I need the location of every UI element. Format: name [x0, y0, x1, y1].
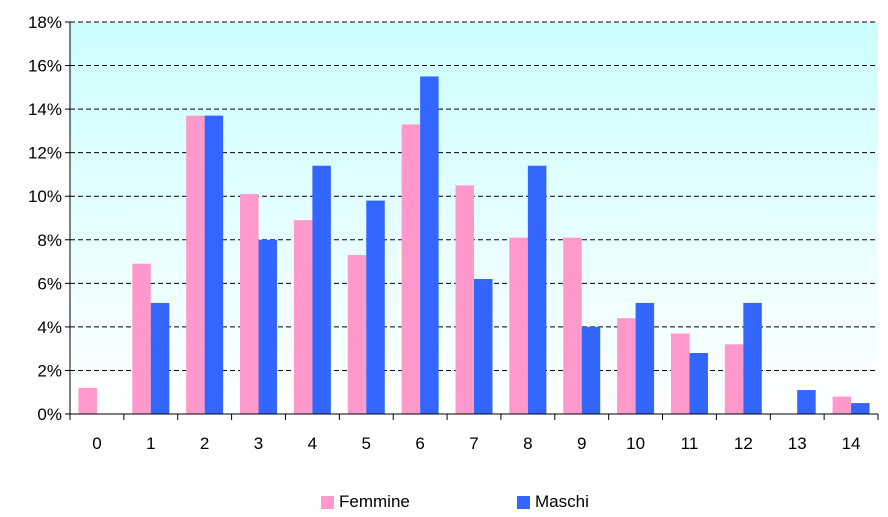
y-tick-label: 8% — [37, 231, 62, 250]
bar-chart: 0%2%4%6%8%10%12%14%16%18% 0 1 2 3 4 5 6 7 8 9 10 11… — [28, 13, 879, 453]
y-tick-label: 0% — [37, 405, 62, 424]
bar-maschi-6 — [420, 76, 439, 414]
bar-maschi-12 — [743, 302, 762, 414]
bar-maschi-5 — [366, 200, 385, 414]
x-tick-label: 0 — [92, 434, 101, 453]
bar-femmine-8 — [509, 237, 528, 414]
y-tick-label: 4% — [37, 318, 62, 337]
bar-maschi-4 — [312, 165, 331, 414]
bar-maschi-14 — [851, 403, 870, 414]
bar-femmine-3 — [240, 194, 259, 414]
legend-swatch-maschi — [517, 495, 530, 509]
x-tick-label: 11 — [681, 434, 699, 453]
bar-femmine-9 — [563, 237, 582, 414]
x-tick-label: 7 — [469, 434, 478, 453]
legend-label-femmine: Femmine — [339, 492, 410, 511]
bar-maschi-7 — [474, 278, 493, 414]
x-tick-label: 10 — [626, 434, 645, 453]
x-tick-label: 1 — [146, 434, 155, 453]
x-tick-label: 5 — [362, 434, 371, 453]
bar-maschi-1 — [150, 302, 170, 414]
bar-femmine-5 — [347, 255, 367, 414]
x-tick-label: 2 — [200, 434, 209, 453]
bar-maschi-11 — [689, 353, 708, 414]
y-tick-label: 2% — [37, 361, 62, 380]
bar-femmine-0 — [78, 387, 97, 414]
bar-femmine-1 — [132, 263, 151, 414]
bar-femmine-12 — [724, 344, 744, 414]
legend-item-maschi: Maschi — [517, 492, 589, 512]
x-tick-label: 4 — [308, 434, 317, 453]
x-tick-label: 6 — [415, 434, 424, 453]
bar-femmine-2 — [186, 115, 205, 415]
y-tick-label: 6% — [37, 274, 62, 293]
bar-femmine-6 — [401, 124, 421, 414]
x-tick-label: 14 — [842, 434, 861, 453]
x-tick-label: 8 — [523, 434, 532, 453]
y-tick-label: 14% — [28, 100, 62, 119]
y-tick-labels: 0% 2% 4% 6% 8% 10% 12% 14% 16% 18% — [28, 13, 62, 424]
y-tick-label: 18% — [28, 13, 62, 32]
bar-maschi-8 — [527, 165, 547, 414]
bars — [78, 76, 870, 415]
bar-femmine-7 — [455, 185, 474, 414]
bar-femmine-10 — [617, 318, 636, 414]
y-tick-label: 16% — [28, 57, 62, 76]
legend: Femmine Maschi — [0, 492, 888, 514]
legend-item-femmine: Femmine — [321, 492, 410, 512]
y-tick-label: 10% — [28, 187, 62, 206]
bar-maschi-10 — [635, 302, 655, 414]
x-tick-label: 9 — [577, 434, 586, 453]
x-tick-label: 3 — [254, 434, 263, 453]
x-tick-label: 12 — [734, 434, 753, 453]
bar-femmine-11 — [670, 333, 690, 414]
bar-femmine-4 — [293, 220, 313, 414]
bar-maschi-2 — [204, 115, 224, 415]
legend-swatch-femmine — [321, 495, 334, 509]
legend-label-maschi: Maschi — [535, 492, 589, 511]
axes — [65, 21, 879, 420]
bar-maschi-13 — [797, 390, 816, 414]
x-tick-labels: 0 1 2 3 4 5 6 7 8 9 10 11 12 13 14 — [92, 434, 860, 453]
bar-femmine-14 — [832, 396, 852, 414]
bar-maschi-3 — [258, 239, 278, 414]
x-tick-label: 13 — [788, 434, 807, 453]
y-tick-label: 12% — [28, 144, 62, 163]
bar-maschi-9 — [581, 326, 601, 414]
